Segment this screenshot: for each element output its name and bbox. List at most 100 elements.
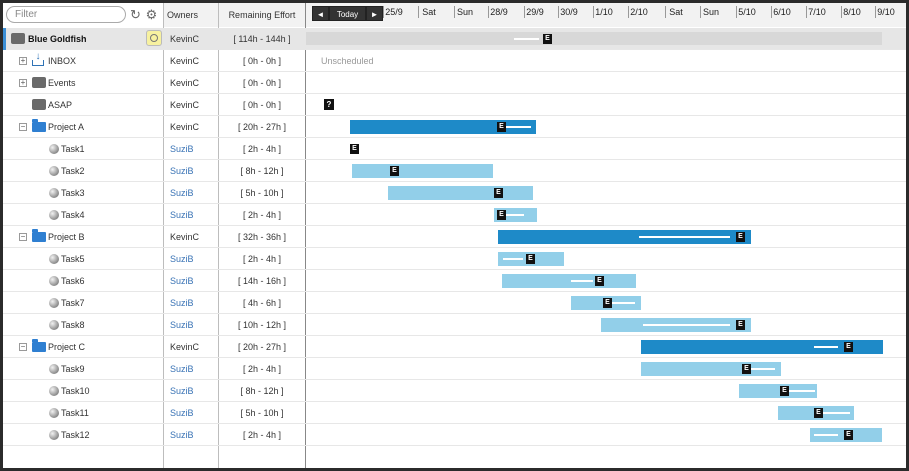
gantt-bar[interactable] xyxy=(388,186,533,200)
estimate-marker[interactable]: E xyxy=(350,144,359,154)
group-row[interactable]: + Events KevinC [ 0h - 0h ] xyxy=(3,72,906,94)
name-cell[interactable]: − Project B xyxy=(3,226,163,248)
task-row[interactable]: Task3 SuziB [ 5h - 10h ] E xyxy=(3,182,906,204)
estimate-marker[interactable]: E xyxy=(595,276,604,286)
group-row[interactable]: + ↓ INBOX KevinC [ 0h - 0h ] Unscheduled xyxy=(3,50,906,72)
item-name: Blue Goldfish xyxy=(28,34,87,44)
refresh-icon[interactable]: ↻ xyxy=(130,7,141,22)
gantt-bar[interactable] xyxy=(306,32,882,45)
task-row[interactable]: Task11 SuziB [ 5h - 10h ] E xyxy=(3,402,906,424)
estimate-marker[interactable]: E xyxy=(494,188,503,198)
owner-cell[interactable]: SuziB xyxy=(170,276,194,286)
owner-cell[interactable]: KevinC xyxy=(170,56,200,66)
estimate-marker[interactable]: E xyxy=(497,210,506,220)
name-cell[interactable]: Task9 xyxy=(3,358,163,380)
day-label: Sat xyxy=(669,7,683,17)
owner-cell[interactable]: SuziB xyxy=(170,408,194,418)
estimate-marker[interactable]: E xyxy=(736,232,745,242)
gear-icon[interactable]: ⚙ xyxy=(145,7,158,22)
collapse-icon[interactable]: − xyxy=(19,342,27,351)
estimate-marker[interactable]: E xyxy=(814,408,823,418)
owner-cell[interactable]: SuziB xyxy=(170,210,194,220)
task-row[interactable]: Task7 SuziB [ 4h - 6h ] E xyxy=(3,292,906,314)
name-cell[interactable]: Task4 xyxy=(3,204,163,226)
gantt-bar[interactable] xyxy=(350,120,536,134)
owner-cell[interactable]: KevinC xyxy=(170,78,200,88)
estimate-marker[interactable]: E xyxy=(390,166,399,176)
owner-cell[interactable]: SuziB xyxy=(170,430,194,440)
estimate-marker[interactable]: E xyxy=(780,386,789,396)
name-cell[interactable]: − Project A xyxy=(3,116,163,138)
name-cell[interactable]: Task12 xyxy=(3,424,163,446)
task-row[interactable]: Task12 SuziB [ 2h - 4h ] E xyxy=(3,424,906,446)
owner-cell[interactable]: SuziB xyxy=(170,364,194,374)
owners-column-header[interactable]: Owners xyxy=(164,3,218,27)
owner-cell[interactable]: KevinC xyxy=(170,342,200,352)
estimate-marker[interactable]: E xyxy=(497,122,506,132)
expand-icon[interactable]: + xyxy=(19,78,27,87)
estimate-marker[interactable]: E xyxy=(844,342,853,352)
gantt-bar[interactable] xyxy=(498,230,751,244)
owner-cell[interactable]: KevinC xyxy=(170,232,200,242)
name-cell[interactable]: + Events xyxy=(3,72,163,94)
owner-cell[interactable]: SuziB xyxy=(170,320,194,330)
filter-input[interactable] xyxy=(6,6,126,23)
name-cell[interactable]: + ↓ INBOX xyxy=(3,50,163,72)
project-row[interactable]: − Project A KevinC [ 20h - 27h ] E xyxy=(3,116,906,138)
owner-cell[interactable]: KevinC xyxy=(167,28,219,50)
name-cell[interactable]: Task8 xyxy=(3,314,163,336)
group-row[interactable]: ASAP KevinC [ 0h - 0h ]? xyxy=(3,94,906,116)
name-cell[interactable]: ASAP xyxy=(3,94,163,116)
name-cell[interactable]: Task3 xyxy=(3,182,163,204)
expand-icon[interactable]: + xyxy=(19,56,27,65)
task-row[interactable]: Task4 SuziB [ 2h - 4h ] E xyxy=(3,204,906,226)
name-cell[interactable]: Task6 xyxy=(3,270,163,292)
group-row[interactable]: Blue Goldfish KevinC[ 114h - 144h ] E xyxy=(3,28,906,50)
name-cell[interactable]: Task1 xyxy=(3,138,163,160)
today-button[interactable]: Today xyxy=(329,6,366,21)
estimate-marker[interactable]: E xyxy=(526,254,535,264)
estimate-marker[interactable]: E xyxy=(543,34,552,44)
folder-icon xyxy=(32,339,46,352)
name-cell[interactable]: Task10 xyxy=(3,380,163,402)
owner-cell[interactable]: SuziB xyxy=(170,188,194,198)
estimate-marker[interactable]: E xyxy=(736,320,745,330)
unknown-marker[interactable]: ? xyxy=(324,99,334,110)
owner-cell[interactable]: SuziB xyxy=(170,386,194,396)
gantt-bar[interactable] xyxy=(352,164,493,178)
task-row[interactable]: Task6 SuziB [ 14h - 16h ] E xyxy=(3,270,906,292)
owner-cell[interactable]: KevinC xyxy=(170,100,200,110)
owner-cell[interactable]: SuziB xyxy=(170,254,194,264)
owner-cell[interactable]: SuziB xyxy=(170,144,194,154)
item-name: Task2 xyxy=(61,166,85,176)
estimate-marker[interactable]: E xyxy=(742,364,751,374)
name-cell[interactable]: Task7 xyxy=(3,292,163,314)
owner-cell[interactable]: SuziB xyxy=(170,298,194,308)
task-row[interactable]: Task1 SuziB [ 2h - 4h ] E xyxy=(3,138,906,160)
task-row[interactable]: Task2 SuziB [ 8h - 12h ] E xyxy=(3,160,906,182)
effort-column-header[interactable]: Remaining Effort xyxy=(219,3,305,27)
gantt-bar[interactable] xyxy=(641,340,883,354)
estimate-marker[interactable]: E xyxy=(844,430,853,440)
project-row[interactable]: − Project B KevinC [ 32h - 36h ] E xyxy=(3,226,906,248)
name-cell[interactable]: Task5 xyxy=(3,248,163,270)
task-row[interactable]: Task10 SuziB [ 8h - 12h ] E xyxy=(3,380,906,402)
collapse-icon[interactable]: − xyxy=(19,232,27,241)
name-cell[interactable]: Blue Goldfish xyxy=(3,28,163,50)
collapse-icon[interactable]: − xyxy=(19,122,27,131)
name-cell[interactable]: Task2 xyxy=(3,160,163,182)
owner-cell[interactable]: KevinC xyxy=(170,122,200,132)
name-cell[interactable]: − Project C xyxy=(3,336,163,358)
estimate-marker[interactable]: E xyxy=(603,298,612,308)
task-row[interactable]: Task9 SuziB [ 2h - 4h ] E xyxy=(3,358,906,380)
task-row[interactable]: Task8 SuziB [ 10h - 12h ] E xyxy=(3,314,906,336)
project-row[interactable]: − Project C KevinC [ 20h - 27h ] E xyxy=(3,336,906,358)
gantt-bar[interactable] xyxy=(502,274,636,288)
status-icon[interactable] xyxy=(146,30,162,46)
task-row[interactable]: Task5 SuziB [ 2h - 4h ] E xyxy=(3,248,906,270)
prev-period-button[interactable]: ◄ xyxy=(312,6,329,21)
name-cell[interactable]: Task11 xyxy=(3,402,163,424)
next-period-button[interactable]: ► xyxy=(366,6,383,21)
owner-cell[interactable]: SuziB xyxy=(170,166,194,176)
gantt-bar[interactable] xyxy=(739,384,817,398)
